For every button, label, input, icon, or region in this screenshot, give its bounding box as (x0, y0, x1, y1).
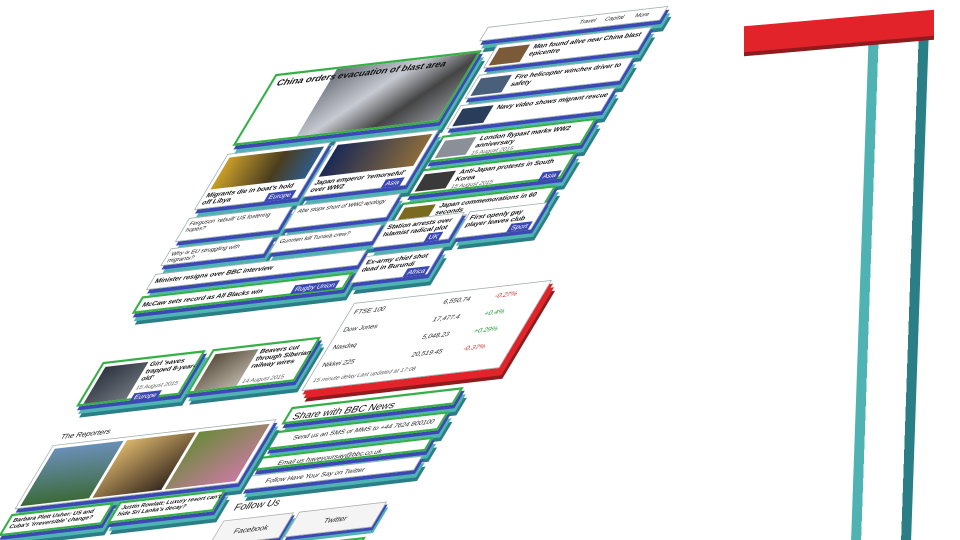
story-headline[interactable]: Anti-Japan protests in South Korea (453, 157, 557, 183)
market-change: -0.37% (461, 342, 488, 353)
story-tag[interactable]: Rugby Union (289, 280, 341, 295)
follow-title: Follow Us (231, 496, 284, 513)
story-headline[interactable]: Barbara Plett Usher: US and Cuba's 'irre… (7, 508, 96, 530)
story-image (318, 133, 433, 177)
video-stories: Girl 'saves trapped 8-year-old' 15 Augus… (69, 336, 326, 418)
story-headline[interactable]: McCaw sets record as All Blacks win (140, 287, 266, 309)
page-edge-right (851, 30, 929, 540)
story-thumb (470, 74, 512, 96)
story-headline[interactable]: Ferguson 'rebuilt' US fostering hopes? (184, 212, 272, 234)
nav-item-more[interactable]: More (633, 11, 651, 19)
nav-item-capital[interactable]: Capital (603, 14, 626, 23)
facebook-button[interactable]: Facebook (208, 512, 295, 540)
story-thumb (452, 105, 494, 127)
story-headline[interactable]: London flypast marks WW2 anniversary (473, 124, 573, 150)
reporters-images (14, 419, 277, 510)
market-change: +0.29% (471, 324, 500, 335)
list-item[interactable]: Abe stops short of WW2 apology (283, 193, 401, 230)
story-headline[interactable]: Why is EU struggling with migrants? (165, 243, 242, 264)
story-headline[interactable]: Girl 'saves trapped 8-year-old' (139, 356, 198, 382)
story-image (210, 146, 325, 190)
story-headline[interactable]: Station arrests over Islamist radical pl… (381, 216, 455, 238)
story-headline[interactable]: Abe stops short of WW2 apology (296, 198, 388, 215)
market-change: -0.27% (493, 289, 520, 300)
page-plane: Travel Capital More China orders evacuat… (0, 6, 669, 540)
share-panel: Share with BBC News Send us an SMS or MM… (239, 384, 490, 495)
story-headline[interactable]: Gunmen kill Tunisia crew? (277, 231, 352, 245)
story-headline[interactable]: Fire helicopter winches driver to safety (509, 61, 624, 88)
market-name: Nasdaq (330, 341, 359, 352)
market-change: +0.4% (482, 307, 507, 318)
story-headline[interactable]: Justin Rowlatt: Luxury resort can't hide… (116, 493, 223, 518)
story-thumb (488, 44, 531, 66)
story-time: 14 August 2015 (240, 374, 286, 385)
market-value: 20,519.45 (409, 347, 445, 359)
list-item[interactable]: Beavers cut through Siberian railway wir… (186, 336, 322, 394)
list-item[interactable]: Ferguson 'rebuilt' US fostering hopes? (174, 206, 293, 242)
story-headline[interactable]: Beavers cut through Siberian railway wir… (249, 343, 314, 370)
list-item[interactable]: Migrants die in boat's hold off Libya Eu… (194, 142, 331, 210)
story-tag[interactable]: Europe (129, 390, 162, 403)
nav-item-travel[interactable]: Travel (577, 17, 598, 26)
story-headline[interactable]: Navy video shows migrant rescue (495, 90, 611, 111)
market-name: FTSE 100 (352, 305, 388, 316)
market-value: 17,477.4 (430, 312, 463, 324)
market-name: Dow Jones (341, 322, 380, 334)
story-thumb (193, 349, 259, 391)
twitter-button[interactable]: Twitter (283, 501, 388, 538)
story-headline[interactable]: Man found alive near China blast epicent… (527, 30, 644, 58)
market-value: 5,048.23 (420, 330, 452, 341)
market-value: 6,550.74 (441, 295, 473, 306)
market-name: Nikkei 225 (320, 357, 357, 369)
share-follow-text: Follow Have Your Say on Twitter (263, 465, 367, 485)
story-headline[interactable]: First openly gay player leaves club (463, 207, 528, 229)
list-item[interactable]: Girl 'saves trapped 8-year-old' 15 Augus… (75, 350, 206, 407)
